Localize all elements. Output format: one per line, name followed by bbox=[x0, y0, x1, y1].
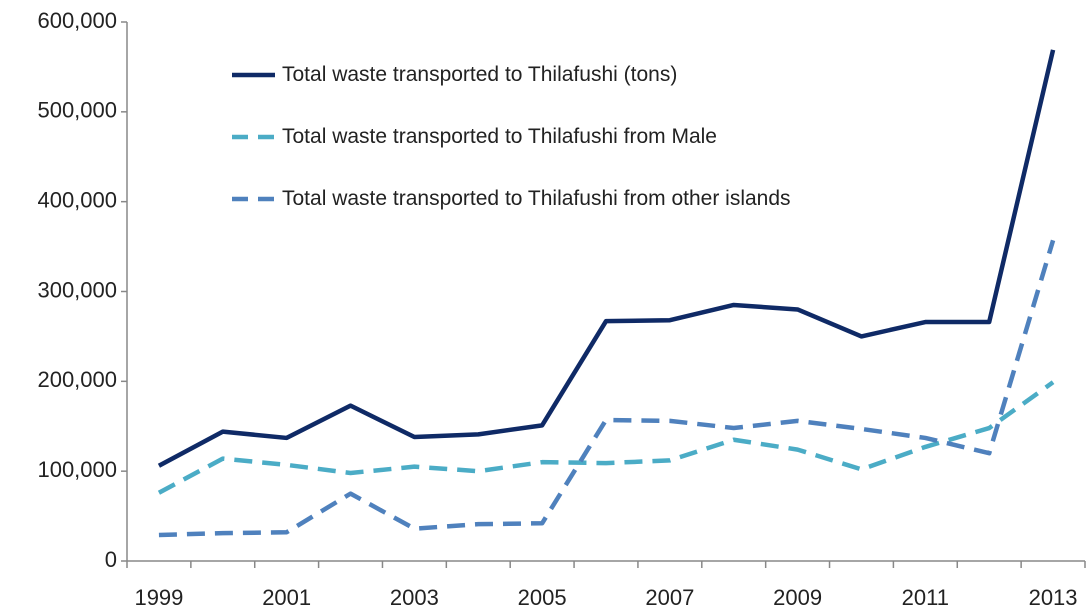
y-tick-label: 500,000 bbox=[37, 98, 117, 123]
series-line bbox=[157, 380, 1055, 495]
y-tick-label: 600,000 bbox=[37, 8, 117, 33]
series-line bbox=[157, 49, 1056, 468]
legend-label: Total waste transported to Thilafushi fr… bbox=[282, 125, 717, 148]
y-tick-label: 400,000 bbox=[37, 187, 117, 212]
x-tick-label: 2011 bbox=[902, 585, 949, 610]
legend-label: Total waste transported to Thilafushi fr… bbox=[282, 187, 791, 210]
x-tick-label: 2003 bbox=[390, 585, 439, 610]
y-tick-label: 100,000 bbox=[37, 457, 117, 482]
series-line bbox=[158, 239, 1056, 538]
x-tick-label: 2001 bbox=[262, 585, 311, 610]
y-tick-label: 200,000 bbox=[37, 367, 117, 392]
x-tick-label: 2007 bbox=[645, 585, 694, 610]
y-tick-label: 0 bbox=[105, 547, 117, 572]
x-tick-label: 2009 bbox=[773, 585, 822, 610]
x-tick-label: 1999 bbox=[134, 585, 183, 610]
legend-label: Total waste transported to Thilafushi (t… bbox=[282, 63, 678, 86]
y-tick-label: 300,000 bbox=[37, 277, 117, 302]
x-tick-label: 2013 bbox=[1029, 585, 1078, 610]
x-tick-label: 2005 bbox=[518, 585, 567, 610]
